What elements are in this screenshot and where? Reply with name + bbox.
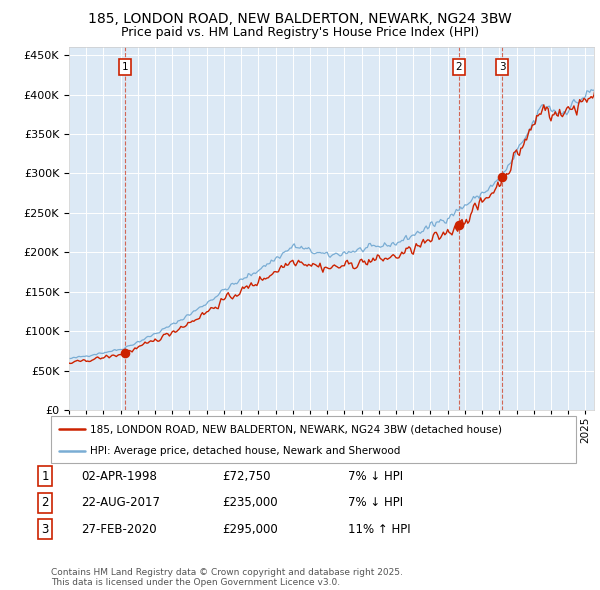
Text: 185, LONDON ROAD, NEW BALDERTON, NEWARK, NG24 3BW: 185, LONDON ROAD, NEW BALDERTON, NEWARK,…	[88, 12, 512, 26]
Text: 22-AUG-2017: 22-AUG-2017	[81, 496, 160, 509]
Text: 185, LONDON ROAD, NEW BALDERTON, NEWARK, NG24 3BW (detached house): 185, LONDON ROAD, NEW BALDERTON, NEWARK,…	[91, 424, 502, 434]
Point	[497, 173, 507, 182]
Text: £72,750: £72,750	[222, 470, 271, 483]
Text: 3: 3	[41, 523, 49, 536]
Text: 02-APR-1998: 02-APR-1998	[81, 470, 157, 483]
Text: 2: 2	[455, 62, 462, 72]
Text: 1: 1	[41, 470, 49, 483]
Text: 27-FEB-2020: 27-FEB-2020	[81, 523, 157, 536]
Text: 2: 2	[41, 496, 49, 509]
Point	[120, 348, 130, 358]
Text: 7% ↓ HPI: 7% ↓ HPI	[348, 496, 403, 509]
Text: Price paid vs. HM Land Registry's House Price Index (HPI): Price paid vs. HM Land Registry's House …	[121, 26, 479, 39]
Text: £235,000: £235,000	[222, 496, 278, 509]
Text: 11% ↑ HPI: 11% ↑ HPI	[348, 523, 410, 536]
Text: 1: 1	[122, 62, 128, 72]
Point	[454, 220, 464, 230]
Text: 7% ↓ HPI: 7% ↓ HPI	[348, 470, 403, 483]
Text: £295,000: £295,000	[222, 523, 278, 536]
Text: 3: 3	[499, 62, 505, 72]
Text: HPI: Average price, detached house, Newark and Sherwood: HPI: Average price, detached house, Newa…	[91, 446, 401, 456]
Text: Contains HM Land Registry data © Crown copyright and database right 2025.
This d: Contains HM Land Registry data © Crown c…	[51, 568, 403, 587]
